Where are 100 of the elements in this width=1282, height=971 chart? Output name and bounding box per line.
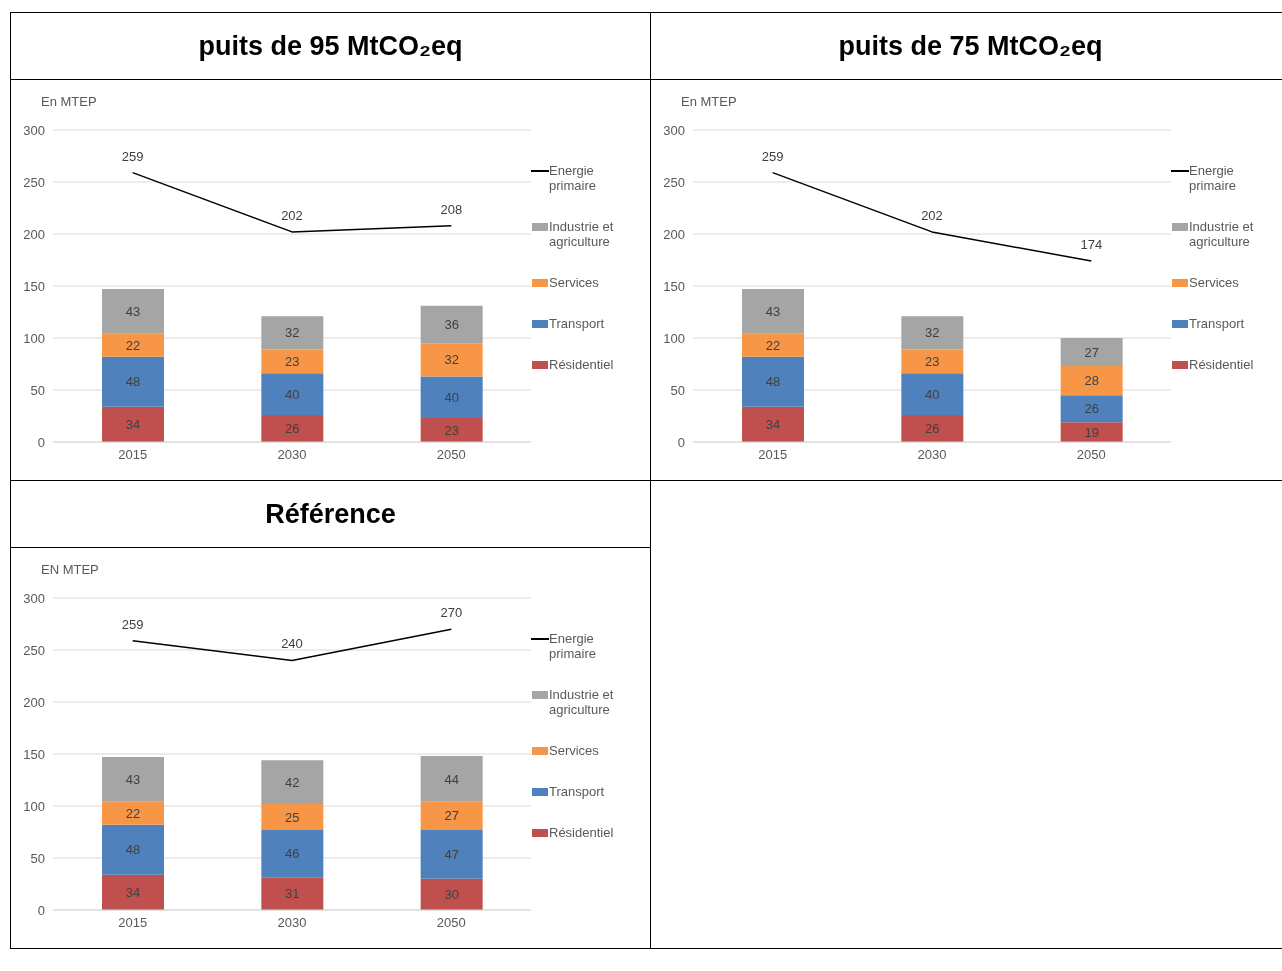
bar	[901, 373, 964, 415]
y-tick-label: 250	[23, 174, 45, 190]
data-label: 27	[1084, 344, 1099, 360]
x-tick-label: 2030	[917, 447, 947, 463]
y-tick-label: 200	[23, 226, 45, 242]
data-label: 42	[285, 774, 300, 790]
x-tick-label: 2050	[436, 447, 466, 463]
data-label: 202	[281, 207, 303, 223]
data-label: 43	[125, 772, 141, 788]
legend-label: Résidentiel	[549, 356, 614, 372]
bar	[1060, 366, 1123, 396]
legend-label: Energie primaire	[549, 630, 597, 661]
bar	[261, 316, 324, 350]
bar	[102, 824, 164, 875]
bar	[102, 406, 164, 442]
data-label: 32	[444, 352, 459, 368]
data-label: 34	[125, 416, 141, 432]
data-label: 26	[285, 421, 300, 437]
y-axis-title: EN MTEP	[41, 562, 99, 577]
y-tick-label: 0	[37, 434, 45, 450]
data-label: 22	[125, 337, 141, 353]
bar	[420, 418, 483, 442]
bar	[420, 878, 483, 910]
legend-label: Transport	[549, 315, 605, 331]
data-label: 48	[125, 842, 141, 858]
bar	[420, 829, 483, 879]
chart-title: puits de 75 MtCO₂eq	[651, 13, 1282, 80]
legend-label: Services	[1189, 274, 1239, 290]
legend-label: Transport	[549, 783, 605, 799]
data-label: 34	[765, 416, 781, 432]
y-tick-label: 250	[23, 642, 45, 658]
y-tick-label: 300	[23, 122, 45, 138]
legend-label: Services	[549, 742, 599, 758]
data-label: 208	[440, 201, 463, 217]
bar	[901, 414, 964, 442]
data-label: 47	[444, 846, 459, 862]
legend-label: Industrie et agriculture	[1189, 218, 1255, 249]
bar	[742, 356, 804, 407]
data-label: 270	[440, 605, 463, 621]
chart-title: Référence	[11, 481, 650, 548]
y-tick-label: 50	[30, 382, 45, 398]
y-tick-label: 50	[670, 382, 685, 398]
data-label: 174	[1080, 237, 1103, 253]
bar	[420, 343, 483, 377]
data-label: 44	[444, 771, 459, 787]
bar	[102, 333, 164, 357]
y-tick-label: 150	[23, 278, 45, 294]
data-label: 23	[444, 422, 459, 438]
bar	[261, 373, 324, 415]
bar	[742, 289, 804, 334]
data-label: 48	[765, 374, 781, 390]
data-label: 202	[921, 207, 943, 223]
bar	[742, 406, 804, 442]
bar	[102, 757, 164, 802]
legend-label: Industrie et agriculture	[549, 218, 615, 249]
data-label: 30	[444, 887, 459, 903]
legend-label: Résidentiel	[1189, 356, 1254, 372]
bar	[1060, 395, 1123, 423]
data-label: 259	[761, 148, 784, 164]
y-tick-label: 150	[663, 278, 685, 294]
data-label: 40	[925, 386, 940, 402]
bar	[261, 877, 324, 910]
legend-label: Energie primaire	[1189, 162, 1237, 193]
data-label: 48	[125, 374, 141, 390]
bar	[261, 760, 324, 804]
bar	[261, 803, 324, 830]
bar	[102, 874, 164, 910]
data-label: 23	[925, 354, 940, 370]
x-tick-label: 2015	[758, 447, 788, 463]
x-tick-label: 2030	[277, 447, 307, 463]
y-tick-label: 0	[37, 902, 45, 918]
bar	[420, 801, 483, 830]
y-tick-label: 100	[23, 798, 45, 814]
x-tick-label: 2015	[118, 915, 148, 931]
legend-label: Energie primaire	[549, 162, 597, 193]
data-label: 40	[444, 389, 459, 405]
y-tick-label: 0	[677, 434, 685, 450]
data-label: 40	[285, 386, 300, 402]
data-label: 26	[925, 421, 940, 437]
data-label: 22	[765, 337, 781, 353]
data-label: 31	[285, 886, 300, 902]
x-tick-label: 2030	[277, 915, 307, 931]
chart-title: puits de 95 MtCO₂eq	[11, 13, 650, 80]
bar	[261, 829, 324, 878]
bar	[742, 333, 804, 357]
bar	[901, 316, 964, 350]
data-label: 34	[125, 884, 141, 900]
data-label: 26	[1084, 401, 1099, 417]
data-label: 43	[125, 304, 141, 320]
bar	[102, 356, 164, 407]
data-label: 46	[285, 846, 300, 862]
y-tick-label: 200	[23, 694, 45, 710]
legend-label: Résidentiel	[549, 824, 614, 840]
data-label: 22	[125, 805, 141, 821]
legend-label: Transport	[1189, 315, 1245, 331]
data-label: 19	[1084, 424, 1099, 440]
y-tick-label: 300	[23, 590, 45, 606]
x-tick-label: 2050	[436, 915, 466, 931]
data-label: 23	[285, 354, 300, 370]
legend-label: Services	[549, 274, 599, 290]
